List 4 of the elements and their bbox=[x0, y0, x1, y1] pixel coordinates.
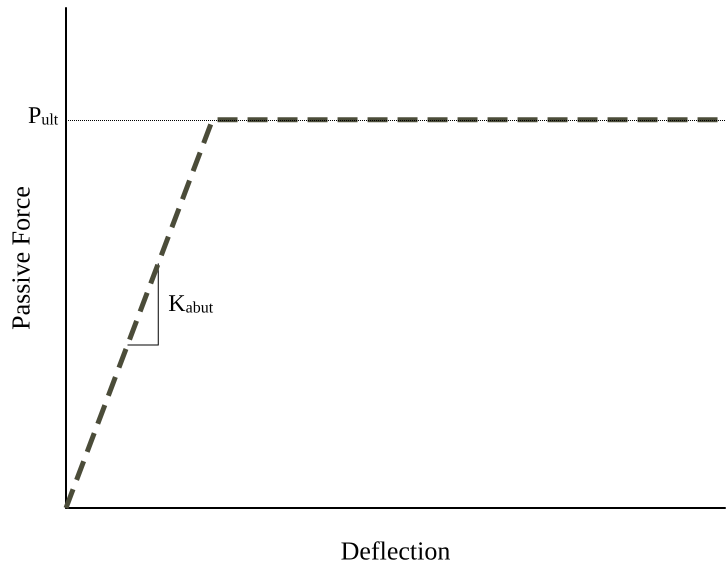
annotation: Kabut bbox=[168, 291, 214, 318]
ref-line-label: Pult bbox=[28, 102, 59, 129]
y-axis-title: Passive Force bbox=[6, 186, 36, 330]
x-axis-title: Deflection bbox=[340, 536, 450, 566]
